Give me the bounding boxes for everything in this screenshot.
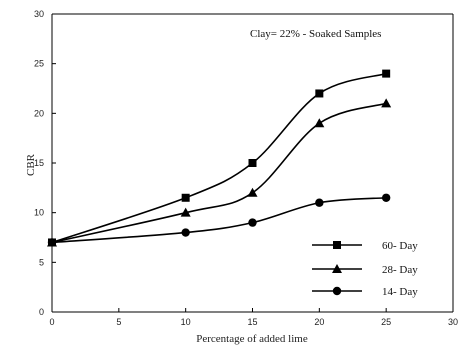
legend-item-14-day: 14- Day — [312, 286, 418, 298]
data-point-circle — [181, 228, 190, 237]
y-tick-label: 0 — [39, 307, 44, 317]
annotation-text: Clay= 22% - Soaked Samples — [250, 28, 381, 40]
x-tick-label: 20 — [314, 317, 324, 327]
legend-label-28-day: 28- Day — [382, 264, 418, 276]
data-point-circle — [248, 218, 257, 227]
legend-circle-marker — [332, 286, 342, 296]
legend: 60- Day 28- Day 14- Day — [312, 240, 418, 298]
x-axis-title: Percentage of added lime — [196, 333, 308, 345]
data-point-triangle — [314, 118, 325, 128]
data-point-triangle — [180, 207, 191, 217]
x-tick-label: 25 — [381, 317, 391, 327]
data-point-circle — [381, 193, 391, 202]
y-tick-label: 20 — [34, 108, 44, 118]
ticks: 0 5 10 15 20 25 30 0 5 10 15 20 25 30 — [34, 9, 458, 327]
legend-item-28-day: 28- Day — [312, 264, 418, 276]
data-point-triangle — [381, 98, 392, 108]
x-tick-label: 5 — [116, 317, 121, 327]
legend-label-14-day: 14- Day — [382, 286, 418, 298]
y-tick-label: 30 — [34, 9, 44, 19]
y-axis-title: CBR — [25, 153, 37, 176]
data-point-triangle — [247, 187, 258, 197]
legend-square-marker — [333, 241, 341, 249]
markers — [47, 69, 392, 247]
data-point-square — [382, 69, 391, 78]
x-tick-label: 15 — [247, 317, 257, 327]
x-tick-label: 30 — [448, 317, 458, 327]
data-point-square — [315, 89, 324, 98]
data-point-circle — [315, 198, 324, 207]
y-tick-label: 15 — [34, 158, 44, 168]
legend-label-60-day: 60- Day — [382, 240, 418, 252]
legend-triangle-marker — [332, 264, 342, 273]
y-tick-label: 5 — [39, 257, 44, 267]
data-point-square — [248, 159, 257, 167]
data-point-square — [181, 193, 190, 202]
series-line-circle — [51, 196, 387, 244]
data-point-circle — [47, 238, 57, 247]
x-tick-label: 0 — [49, 317, 54, 327]
y-tick-label: 25 — [34, 59, 44, 69]
legend-item-60-day: 60- Day — [312, 240, 418, 252]
x-tick-label: 10 — [181, 317, 191, 327]
y-tick-label: 10 — [34, 208, 44, 218]
series-lines — [51, 72, 387, 244]
series-line-triangle — [51, 102, 387, 244]
series-line-square — [51, 72, 387, 244]
